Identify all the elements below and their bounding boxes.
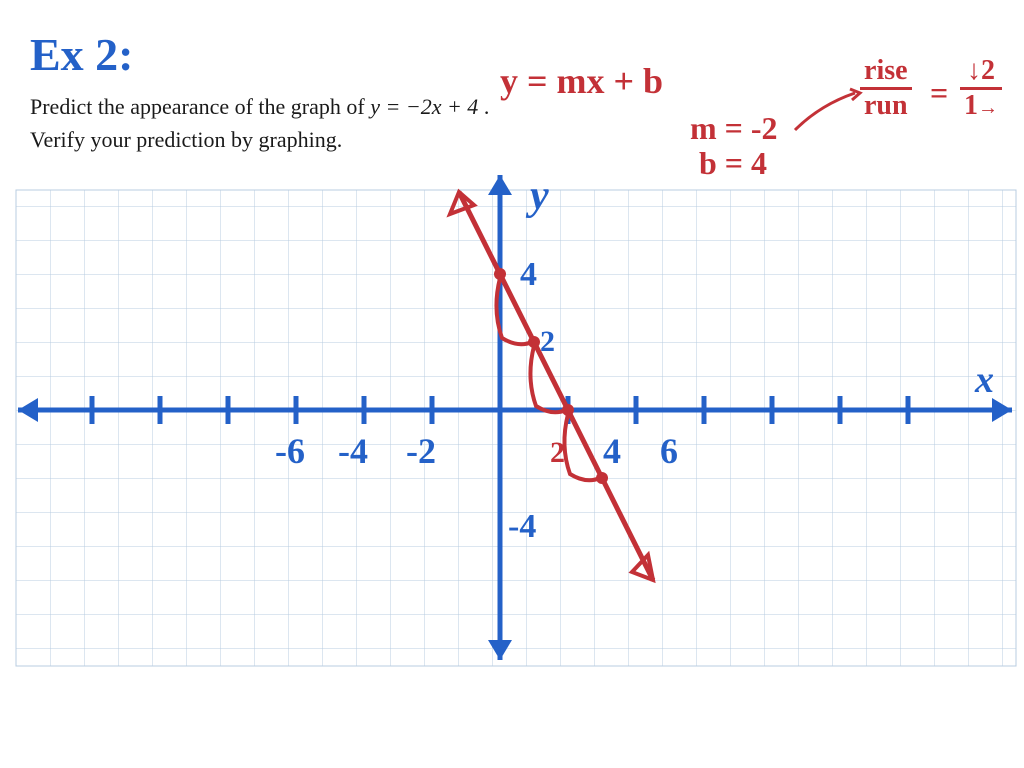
x-tick-label-n4: -4 <box>338 430 368 472</box>
y-tick-label-n2: 2 <box>550 436 565 470</box>
x-tick-label-p6: 6 <box>660 430 678 472</box>
y-tick-label-n4: -4 <box>508 508 536 546</box>
x-axis-label: x <box>975 358 994 402</box>
grid-background <box>16 190 1016 666</box>
y-tick-label-4: 4 <box>520 256 537 294</box>
x-tick-label-n2: -2 <box>406 430 436 472</box>
x-tick-label-n6: -6 <box>275 430 305 472</box>
x-tick-label-p4: 4 <box>603 430 621 472</box>
coordinate-graph <box>0 0 1024 768</box>
page-container: Ex 2: Predict the appearance of the grap… <box>0 0 1024 768</box>
y-tick-label-2: 2 <box>540 325 555 359</box>
y-axis-label: y <box>530 172 549 220</box>
